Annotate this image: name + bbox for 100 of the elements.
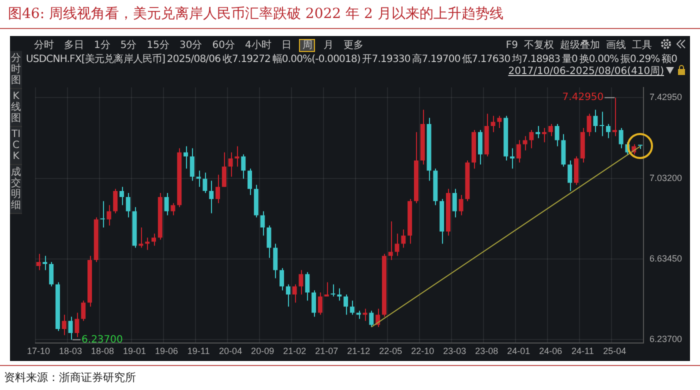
candlestick — [586, 113, 592, 137]
candlestick — [152, 233, 156, 246]
candlestick — [312, 290, 316, 318]
candlestick — [234, 146, 240, 168]
candlestick — [273, 243, 278, 279]
candlestick — [490, 115, 496, 133]
x-tick-label: 18-08 — [91, 346, 114, 356]
text: 1分 — [93, 40, 112, 51]
x-tick-label: 17-10 — [27, 346, 50, 356]
text: 月 — [322, 40, 334, 51]
text: 超级叠加 — [560, 40, 600, 51]
candlestick — [510, 148, 514, 170]
candlestick — [68, 316, 73, 340]
candlestick — [120, 186, 124, 206]
x-tick-label: 25-04 — [603, 346, 626, 356]
candlestick — [497, 115, 502, 129]
candlestick — [458, 194, 464, 216]
text: 60分 — [211, 40, 236, 51]
x-tick-label: 23-03 — [443, 346, 466, 356]
candlestick — [209, 180, 214, 214]
candlestick — [260, 210, 265, 236]
text: F9 — [506, 40, 518, 51]
candlestick — [548, 123, 553, 137]
candlestick — [216, 174, 220, 204]
candlestick — [202, 172, 208, 194]
text: 30分 — [178, 40, 204, 51]
text: 日 — [280, 40, 292, 51]
candlestick — [145, 237, 150, 250]
candlestick — [164, 192, 169, 216]
text: 不复权 — [524, 40, 554, 51]
x-tick-label: 19-06 — [155, 346, 178, 356]
candlestick — [536, 125, 540, 139]
text: 多日 — [63, 40, 85, 51]
text: 5分 — [119, 40, 138, 51]
candlestick — [126, 192, 130, 218]
candlestick — [362, 308, 368, 322]
candlestick — [344, 294, 348, 316]
candlestick — [606, 123, 610, 139]
text: USDCNH.FX[美元兑离岸人民币] 2025/08/06 收7.19272 幅0.00%(-0.00018) 开7.19330 高7.19700 低7.17630 均7.18983 量0 换0.00% 振0.29% 额0 — [26, 52, 678, 66]
candlestick — [170, 202, 176, 216]
candlestick — [350, 300, 354, 316]
candlestick — [280, 268, 284, 291]
x-tick-label: 24-06 — [539, 346, 562, 356]
text: 4小时 — [244, 40, 272, 51]
candlestick — [184, 146, 188, 170]
candlestick — [478, 130, 482, 166]
candlestick — [42, 255, 48, 271]
text: K线图 — [10, 89, 22, 127]
candlestick — [292, 284, 297, 304]
annotation: 7.42950 — [562, 92, 604, 104]
candlestick — [324, 282, 329, 298]
candlestick — [568, 160, 572, 192]
candlestick — [286, 284, 290, 308]
text: 15分 — [146, 40, 170, 51]
candlestick — [228, 152, 233, 178]
text: 2017/10/06-2025/08/06(410周) — [508, 65, 664, 78]
text: 分时 — [33, 40, 55, 51]
candlestick — [196, 170, 201, 188]
candlestick — [266, 224, 272, 258]
candlestick — [516, 140, 521, 164]
x-tick-label: 24-01 — [507, 346, 530, 356]
x-tick-label: 18-03 — [59, 346, 82, 356]
x-tick-label: 22-05 — [379, 346, 402, 356]
candlestick — [452, 188, 457, 218]
candlestick — [522, 136, 528, 151]
x-tick-label: 24-11 — [571, 346, 594, 356]
candlestick — [554, 123, 560, 147]
y-tick-label: 7.42950 — [649, 92, 682, 102]
candlestick — [305, 272, 310, 302]
annotation: 6.23700 — [82, 334, 123, 346]
candlestick — [529, 130, 534, 149]
candlestick — [222, 152, 226, 188]
text: TICK — [10, 127, 22, 165]
x-tick-label: 19-01 — [123, 346, 146, 356]
candlestick — [542, 128, 546, 143]
candlestick — [401, 229, 406, 248]
y-tick-label: 6.23700 — [649, 334, 682, 344]
candlestick — [100, 200, 105, 228]
text: 分时图 — [10, 51, 22, 89]
x-tick-label: 20-09 — [251, 346, 274, 356]
candlestick — [81, 300, 86, 322]
candlestick — [388, 220, 393, 260]
candlestick — [74, 312, 80, 338]
candlestick — [612, 97, 617, 137]
candlestick — [113, 188, 118, 214]
candlestick — [49, 261, 54, 287]
x-tick-label: 19-11 — [187, 346, 210, 356]
candlestick — [248, 168, 252, 196]
candlestick — [600, 111, 604, 137]
candlestick — [318, 292, 322, 316]
text: 周 — [299, 39, 316, 52]
candlestick — [106, 204, 112, 226]
y-tick-label: 7.03200 — [649, 172, 682, 183]
candlestick — [62, 314, 66, 336]
candlestick — [369, 310, 374, 328]
candlestick — [190, 148, 194, 182]
candlestick — [138, 226, 144, 248]
y-tick-label: 6.63450 — [649, 254, 682, 264]
candlestick — [394, 233, 400, 256]
x-tick-label: 23-08 — [475, 346, 498, 356]
